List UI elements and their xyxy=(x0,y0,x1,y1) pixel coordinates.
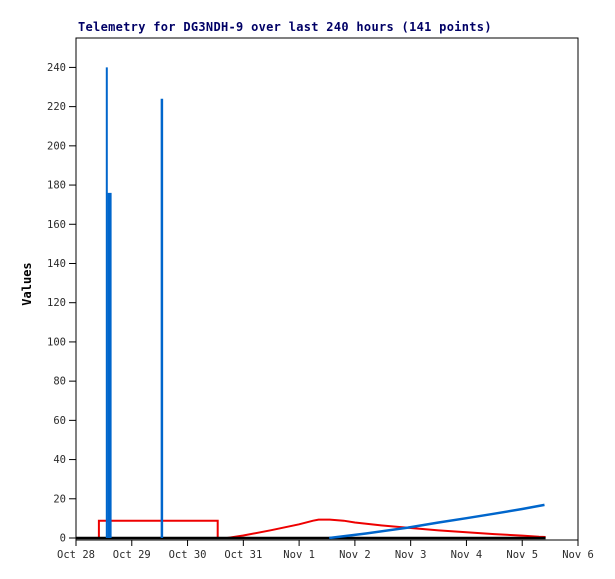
plot-frame-border xyxy=(75,37,579,541)
x-tick-label: Oct 29 xyxy=(113,549,151,561)
y-axis-ticks: 0 20 40 60 80 100 120 140 160 180 200 220 240 xyxy=(47,62,76,545)
y-tick-label: 120 xyxy=(47,297,66,309)
y-tick-label: 240 xyxy=(47,62,66,74)
x-tick-label: Nov 3 xyxy=(395,549,427,561)
data-series xyxy=(76,67,546,540)
y-tick-label: 200 xyxy=(47,140,66,152)
y-tick-label: 180 xyxy=(47,180,66,192)
y-tick-label: 40 xyxy=(53,454,66,466)
y-tick-label: 100 xyxy=(47,336,66,348)
x-tick-label: Nov 4 xyxy=(451,549,483,561)
y-tick-label: 220 xyxy=(47,101,66,113)
y-tick-label: 60 xyxy=(53,415,66,427)
x-tick-label: Oct 30 xyxy=(169,549,207,561)
x-tick-label: Nov 6 xyxy=(562,549,594,561)
x-tick-label: Nov 1 xyxy=(283,549,315,561)
x-tick-label: Oct 28 xyxy=(57,549,95,561)
x-tick-label: Nov 5 xyxy=(506,549,538,561)
x-tick-label: Nov 2 xyxy=(339,549,371,561)
series-blue-rising-line xyxy=(329,503,545,540)
x-axis-ticks: Oct 28 Oct 29 Oct 30 Oct 31 Nov 1 Nov 2 Nov 3 N… xyxy=(57,540,594,561)
y-tick-label: 80 xyxy=(53,376,66,388)
y-tick-label: 20 xyxy=(53,493,66,505)
chart-title: Telemetry for DG3NDH-9 over last 240 hou… xyxy=(78,20,492,34)
y-axis-label: Values xyxy=(20,262,34,305)
y-tick-label: 160 xyxy=(47,219,66,231)
y-tick-label: 0 xyxy=(60,533,66,545)
plot-frame xyxy=(75,37,579,541)
series-red-step-and-hump xyxy=(97,518,546,539)
x-tick-label: Oct 31 xyxy=(224,549,262,561)
y-tick-label: 140 xyxy=(47,258,66,270)
